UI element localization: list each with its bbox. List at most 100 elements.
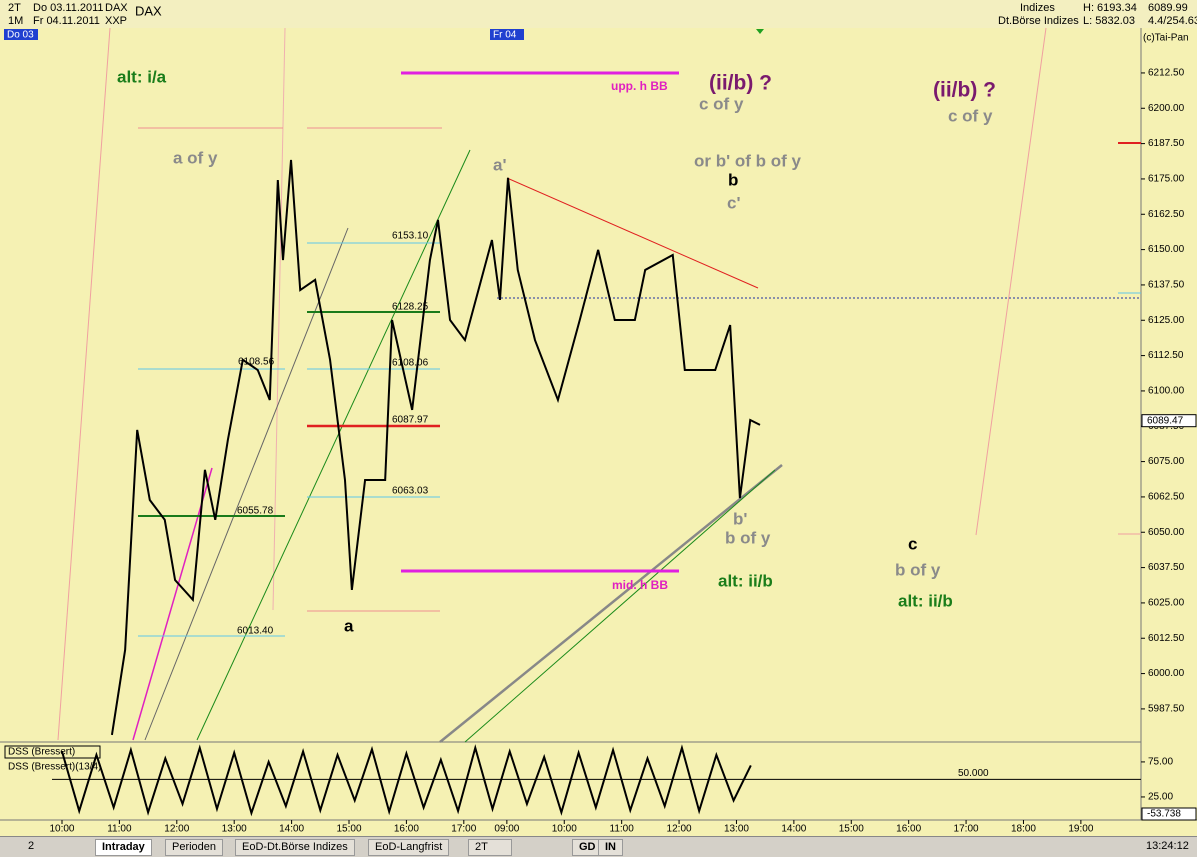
- x-tick-label: 17:00: [451, 824, 476, 835]
- day-tag: [490, 29, 524, 40]
- level-label: 6055.78: [237, 506, 274, 517]
- panel-title-box: [4, 745, 101, 759]
- header-bar: [0, 0, 1197, 28]
- level-label: 6153.10: [392, 231, 429, 242]
- x-tick-label: 18:00: [1011, 824, 1036, 835]
- toolbar: 2 Intraday Perioden EoD-Dt.Börse Indizes…: [0, 836, 1197, 857]
- annotation: alt: i/a: [117, 67, 167, 86]
- y-tick-label: 6012.50: [1148, 633, 1185, 644]
- level-label: 6108.06: [392, 358, 429, 369]
- annotation: (ii/b) ?: [709, 72, 772, 95]
- annotation: c': [727, 193, 741, 212]
- y-tick-label: 6112.50: [1148, 350, 1184, 361]
- annotation: upp. h BB: [611, 79, 668, 93]
- y-tick-label: 6175.00: [1148, 174, 1185, 185]
- x-tick-label: 15:00: [839, 824, 864, 835]
- day-tag: [4, 29, 38, 40]
- y-tick-label: 6050.00: [1148, 527, 1185, 538]
- x-tick-label: 12:00: [164, 824, 189, 835]
- x-tick-label: 16:00: [896, 824, 921, 835]
- x-tick-label: 14:00: [781, 824, 806, 835]
- annotation: a': [493, 155, 507, 174]
- y-tick-label: 6212.50: [1148, 68, 1185, 79]
- chart-window: 2T Do 03.11.2011 DAX DAX 1M Fr 04.11.201…: [0, 0, 1197, 835]
- last-value-box: [1141, 414, 1197, 428]
- drawings: [57, 27, 1141, 743]
- symbol: XXP: [105, 15, 127, 27]
- range: 1M: [8, 15, 23, 27]
- annotation: c: [908, 534, 917, 553]
- y-tick-label: 6200.00: [1148, 103, 1185, 114]
- y-tick-label: 6137.50: [1148, 280, 1185, 291]
- x-tick-label: 13:00: [724, 824, 749, 835]
- x-tick-label: 11:00: [610, 824, 635, 835]
- symbol: DAX: [105, 2, 128, 14]
- level-label: 6013.40: [237, 626, 274, 637]
- annotation: b: [728, 170, 738, 189]
- x-tick-label: 10:00: [49, 824, 74, 835]
- last-value-box: [1141, 807, 1197, 821]
- annotation: or b' of b of y: [694, 151, 802, 170]
- copyright: (c)Tai-Pan: [1143, 33, 1189, 44]
- y-tick-label: 6125.00: [1148, 315, 1185, 326]
- annotation: c of y: [948, 106, 993, 125]
- last-value-label: -53.738: [1147, 809, 1181, 820]
- tab[interactable]: Perioden: [165, 839, 224, 856]
- x-tick-label: 19:00: [1068, 824, 1093, 835]
- annotations: alt: i/a a of y upp. h BB (ii/b) ? c of …: [117, 67, 996, 636]
- date: Do 03.11.2011: [33, 2, 104, 14]
- last: 6089.99: [1148, 2, 1188, 14]
- marker: [756, 29, 764, 34]
- y-tick-label: 6025.00: [1148, 598, 1185, 609]
- level-label: 6128.25: [392, 302, 429, 313]
- y-tick-label: 6000.00: [1148, 668, 1185, 679]
- annotation: a: [344, 616, 354, 635]
- x-tick-label: 10:00: [552, 824, 577, 835]
- y-tick-label: 6062.50: [1148, 492, 1185, 503]
- annotation: b of y: [725, 528, 771, 547]
- level-label: 6108.56: [238, 357, 275, 368]
- exchange: Dt.Börse Indizes: [998, 15, 1079, 27]
- price-line: [61, 744, 752, 817]
- tab[interactable]: EoD-Dt.Börse Indizes: [235, 839, 355, 856]
- annotation: mid. h BB: [612, 578, 668, 592]
- annotation: a of y: [173, 148, 218, 167]
- high: H: 6193.34: [1083, 2, 1137, 14]
- change: 4.4/254.63: [1148, 15, 1197, 27]
- y-tick-label: 25.00: [1148, 792, 1173, 803]
- button[interactable]: IN: [598, 839, 623, 856]
- y-tick-label: 6037.50: [1148, 562, 1185, 573]
- tab[interactable]: EoD-Langfrist: [368, 839, 450, 856]
- annotation: (ii/b) ?: [933, 79, 996, 102]
- level-label: 6087.97: [392, 415, 429, 426]
- price-line: [110, 159, 761, 736]
- y-tick-label: 6187.50: [1148, 138, 1185, 149]
- x-tick-label: 09:00: [494, 824, 519, 835]
- annotation: b of y: [895, 560, 941, 579]
- period-select[interactable]: 2T: [468, 839, 512, 856]
- y-tick-label: 75.00: [1148, 757, 1173, 768]
- tab[interactable]: Intraday: [95, 839, 152, 856]
- x-tick-label: 11:00: [107, 824, 132, 835]
- x-tick-label: 14:00: [279, 824, 304, 835]
- day-tag-label: Do 03: [7, 30, 34, 41]
- page-number: 2: [28, 840, 35, 852]
- reference-label: 50.000: [958, 768, 989, 779]
- y-tick-label: 5987.50: [1148, 704, 1185, 715]
- day-tag-label: Fr 04: [493, 30, 517, 41]
- x-tick-label: 15:00: [336, 824, 361, 835]
- annotation: b': [733, 509, 747, 528]
- period: 2T: [8, 2, 21, 14]
- last-value-label: 6089.47: [1147, 415, 1184, 426]
- low: L: 5832.03: [1083, 15, 1135, 27]
- x-tick-label: 12:00: [667, 824, 692, 835]
- y-tick-label: 6100.00: [1148, 386, 1185, 397]
- y-tick-label: 6075.00: [1148, 456, 1185, 467]
- panel-subtitle: DSS (Bressert)(13/4): [8, 762, 101, 773]
- x-tick-label: 17:00: [954, 824, 979, 835]
- annotation: c of y: [699, 94, 744, 113]
- panel-title: DSS (Bressert): [8, 747, 75, 758]
- title: DAX: [135, 3, 162, 18]
- group: Indizes: [1020, 2, 1055, 14]
- annotation: alt: ii/b: [898, 591, 953, 610]
